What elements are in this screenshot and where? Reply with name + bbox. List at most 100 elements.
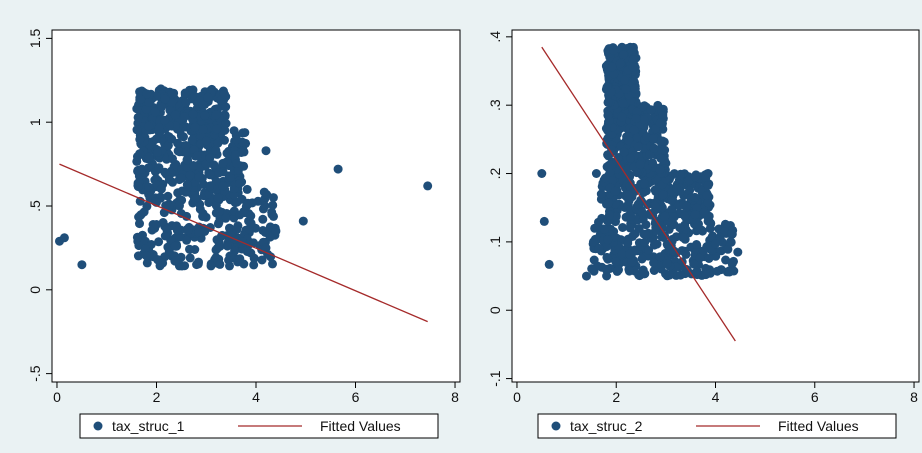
scatter-point (675, 223, 685, 233)
y-tick-label: .5 (27, 200, 43, 212)
scatter-point (620, 75, 629, 85)
scatter-point (133, 112, 143, 122)
scatter-point (192, 151, 202, 161)
scatter-point (257, 255, 267, 265)
scatter-point (637, 207, 647, 217)
scatter-point (602, 242, 612, 252)
y-tick-label: -.1 (487, 370, 503, 387)
scatter-point (259, 187, 269, 197)
scatter-point (164, 202, 174, 212)
scatter-point (603, 235, 613, 245)
legend-label-scatter: tax_struc_2 (570, 418, 643, 434)
fitted-line (59, 163, 428, 323)
scatter-point (185, 244, 194, 254)
scatter-point (190, 194, 200, 204)
scatter-point (232, 225, 242, 235)
scatter-point (662, 259, 672, 269)
scatter-point (610, 186, 620, 196)
scatter-point (635, 160, 645, 170)
panel-left: 0 2 4 6 8 -.5 0 .5 1 1.5 tax_struc_1 Fitted Values (3, 6, 462, 439)
plot-area (511, 29, 920, 383)
scatter-point (211, 201, 221, 210)
scatter-point (672, 184, 681, 194)
scatter-point (639, 115, 649, 125)
scatter-point (218, 181, 228, 191)
scatter-point (133, 152, 142, 162)
scatter-point (618, 99, 628, 108)
scatter-point (238, 128, 248, 138)
scatter-point (655, 118, 665, 128)
scatter-point (261, 146, 271, 156)
scatter-point (211, 110, 221, 120)
scatter-point (591, 169, 601, 178)
scatter-point (235, 254, 245, 264)
plot-area (51, 29, 461, 383)
scatter-point (221, 213, 231, 223)
scatter-point (705, 223, 715, 233)
scatter-point (182, 180, 192, 190)
scatter-points (55, 84, 433, 271)
scatter-point (648, 134, 658, 144)
scatter-point (155, 261, 165, 271)
scatter-point (188, 109, 198, 119)
scatter-point (132, 232, 142, 242)
scatter-point (633, 142, 643, 152)
scatter-point (667, 204, 677, 214)
scatter-point (213, 138, 223, 148)
scatter-point (211, 176, 221, 186)
scatter-point (601, 124, 611, 133)
scatter-point (185, 253, 195, 263)
scatter-point (203, 92, 213, 102)
scatter-point (133, 251, 143, 261)
legend-marker-scatter (93, 421, 103, 431)
scatter-point (602, 252, 612, 262)
scatter-point (133, 182, 143, 192)
scatter-point (607, 175, 617, 185)
scatter-point (621, 84, 631, 94)
scatter-point (617, 112, 627, 122)
x-tick-label: 2 (153, 389, 161, 405)
scatter-point (607, 160, 617, 170)
scatter-point (224, 255, 234, 265)
scatter-point (195, 204, 205, 214)
scatter-point (649, 240, 659, 250)
scatter-point (623, 190, 633, 200)
scatter-point (629, 125, 639, 135)
scatter-point (205, 170, 215, 180)
scatter-point (269, 211, 278, 221)
x-tick-label: 0 (53, 389, 61, 405)
scatter-point (625, 249, 634, 259)
scatter-point (205, 153, 215, 163)
scatter-point (163, 191, 173, 201)
scatter-point (676, 270, 686, 280)
scatter-point (650, 226, 660, 236)
scatter-point (692, 266, 702, 276)
scatter-point (213, 193, 223, 203)
scatter-point (587, 264, 597, 274)
scatter-point (636, 195, 646, 205)
scatter-point (607, 62, 617, 72)
scatter-point (703, 169, 713, 178)
scatter-point (235, 210, 245, 220)
scatter-point (648, 158, 657, 168)
scatter-point (643, 200, 653, 210)
scatter-point (160, 115, 170, 125)
scatter-point (725, 237, 735, 247)
scatter-point (177, 261, 187, 271)
scatter-point (628, 62, 638, 72)
scatter-point (205, 181, 214, 191)
scatter-point (170, 256, 180, 266)
scatter-point (232, 135, 242, 145)
x-tick-label: 8 (910, 389, 918, 405)
scatter-point (144, 182, 154, 192)
scatter-point (173, 138, 183, 148)
scatter-point (157, 102, 167, 112)
scatter-point (710, 239, 720, 249)
scatter-point (690, 192, 700, 202)
scatter-point (682, 201, 692, 211)
scatter-point (222, 148, 232, 158)
scatter-point (625, 223, 635, 233)
scatter-point (175, 147, 185, 157)
x-tick-label: 4 (252, 389, 260, 405)
